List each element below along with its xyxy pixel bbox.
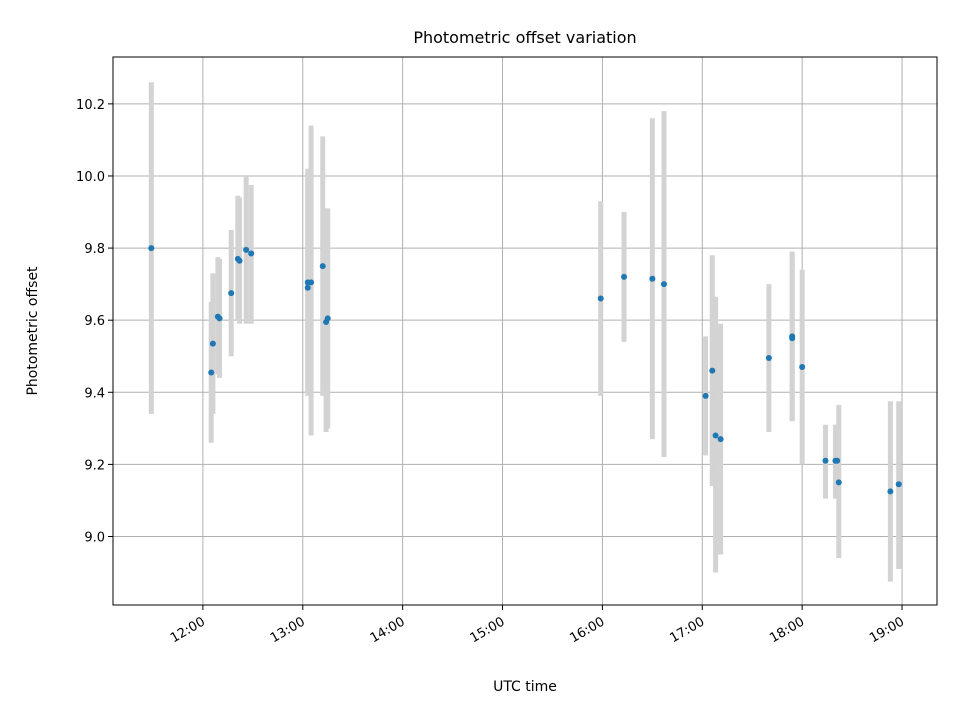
chart-title: Photometric offset variation <box>413 28 636 47</box>
data-point <box>895 481 902 488</box>
data-point <box>228 290 235 297</box>
y-tick-label: 9.4 <box>84 386 105 401</box>
data-point <box>324 315 331 322</box>
data-point <box>660 281 667 288</box>
data-point <box>799 364 806 371</box>
plot-frame <box>112 56 938 606</box>
data-point <box>621 273 628 280</box>
y-tick-label: 9.6 <box>84 314 105 329</box>
data-point <box>319 263 326 270</box>
data-point <box>822 457 829 464</box>
data-point <box>597 295 604 302</box>
data-point <box>248 250 255 257</box>
data-point <box>236 257 243 264</box>
x-axis-label: UTC time <box>493 679 557 695</box>
data-point <box>835 479 842 486</box>
data-point <box>208 369 215 376</box>
y-axis-label: Photometric offset <box>25 266 41 396</box>
y-tick-label: 9.2 <box>84 458 105 473</box>
y-tick-label: 9.0 <box>84 531 105 546</box>
point-layer <box>148 245 902 495</box>
data-point <box>765 355 772 362</box>
y-tick-label: 10.0 <box>76 170 105 185</box>
data-point <box>834 457 841 464</box>
data-point <box>717 436 724 443</box>
data-point <box>148 245 155 252</box>
data-point <box>649 275 656 282</box>
data-point <box>216 315 223 322</box>
data-point <box>789 333 796 340</box>
y-tick-label: 9.8 <box>84 242 105 257</box>
data-point <box>702 392 709 399</box>
data-point <box>209 340 216 347</box>
data-point <box>304 284 311 291</box>
data-point <box>308 279 315 286</box>
data-point <box>709 367 716 374</box>
data-point <box>887 488 894 495</box>
data-point <box>243 246 250 253</box>
y-tick-label: 10.2 <box>76 98 105 113</box>
data-point <box>712 432 719 439</box>
